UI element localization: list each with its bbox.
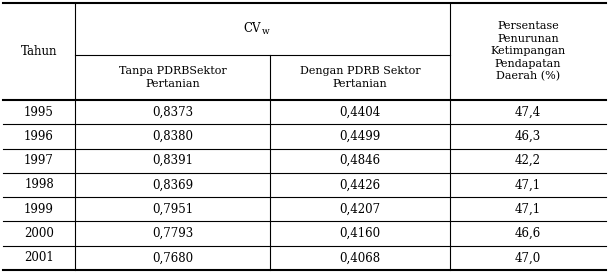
Text: 42,2: 42,2 [515,154,541,167]
Text: 0,8369: 0,8369 [152,179,193,191]
Text: 47,1: 47,1 [515,203,541,216]
Text: Tahun: Tahun [21,45,57,58]
Text: 0,7680: 0,7680 [152,251,193,264]
Text: 0,4160: 0,4160 [339,227,381,240]
Text: 0,7793: 0,7793 [152,227,193,240]
Text: 0,8373: 0,8373 [152,106,193,119]
Text: 0,4499: 0,4499 [339,130,381,143]
Text: 0,4207: 0,4207 [339,203,381,216]
Text: 0,4846: 0,4846 [339,154,381,167]
Text: 1995: 1995 [24,106,54,119]
Text: 1997: 1997 [24,154,54,167]
Text: 47,1: 47,1 [515,179,541,191]
Text: 0,8380: 0,8380 [152,130,193,143]
Text: 46,3: 46,3 [515,130,541,143]
Text: 47,4: 47,4 [515,106,541,119]
Text: Persentase
Penurunan
Ketimpangan
Pendapatan
Daerah (%): Persentase Penurunan Ketimpangan Pendapa… [490,22,566,82]
Text: 0,4426: 0,4426 [339,179,381,191]
Text: 0,4068: 0,4068 [339,251,381,264]
Text: 1999: 1999 [24,203,54,216]
Text: 0,8391: 0,8391 [152,154,193,167]
Text: Dengan PDRB Sektor
Pertanian: Dengan PDRB Sektor Pertanian [300,66,420,89]
Text: 46,6: 46,6 [515,227,541,240]
Text: 2001: 2001 [24,251,54,264]
Text: w: w [261,28,269,37]
Text: 47,0: 47,0 [515,251,541,264]
Text: 2000: 2000 [24,227,54,240]
Text: CV: CV [243,22,261,35]
Text: 1996: 1996 [24,130,54,143]
Text: Tanpa PDRBSektor
Pertanian: Tanpa PDRBSektor Pertanian [119,66,227,89]
Text: 0,4404: 0,4404 [339,106,381,119]
Text: 0,7951: 0,7951 [152,203,193,216]
Text: 1998: 1998 [24,179,54,191]
